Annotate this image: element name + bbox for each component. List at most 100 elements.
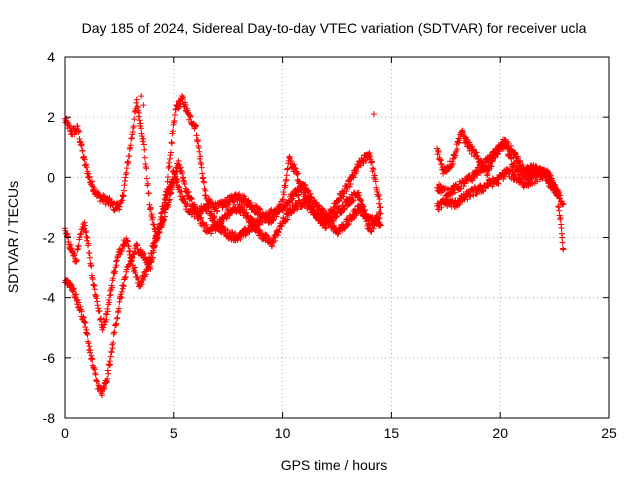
y-tick-label: -2 [43,230,56,246]
trace-c-point [290,193,297,200]
trace-a-point [130,123,137,130]
trace-a-point [136,109,143,116]
trace-a-point [294,171,301,178]
trace-a-point [128,135,135,142]
trace-a-point [89,178,96,185]
trace-f-point [489,183,496,190]
trace-b-point [89,276,96,283]
trace-c-point [149,254,156,261]
trace-c-point [302,181,309,188]
trace-c-point [101,385,108,392]
trace-e-point [451,189,458,196]
trace-c-point [377,222,384,229]
y-tick-label: 0 [47,169,55,185]
trace-b-point [75,243,82,250]
trace-a-point [120,192,127,199]
trace-b-point [103,316,110,323]
trace-a-point [146,201,153,208]
trace-d-point [463,136,470,143]
trace-c-point [328,218,335,225]
x-axis-label: GPS time / hours [281,457,388,473]
trace-b-point [125,243,132,250]
trace-a-point [91,184,98,191]
trace-b-point [258,230,265,237]
trace-b-point [110,275,117,282]
trace-c-point [113,320,120,327]
trace-b-point [185,188,192,195]
trace-c-point [75,299,82,306]
trace-c-point [158,213,165,220]
trace-a-point [214,207,221,214]
trace-e-point [496,148,503,155]
trace-d-point [560,201,567,208]
trace-a-point [148,211,155,218]
trace-b-point [134,274,141,281]
trace-c-point [165,186,172,193]
trace-e-point [479,159,486,166]
trace-b-point [181,180,188,187]
trace-b-point [272,237,279,244]
trace-f-point [552,183,559,190]
trace-a-point [286,154,293,161]
trace-b-point [248,215,255,222]
trace-a-point [129,129,136,136]
trace-c-point [156,221,163,228]
trace-b-point [67,241,74,248]
trace-c-point [118,294,125,301]
trace-c-point [184,201,191,208]
trace-c-point [359,204,366,211]
trace-f-point [438,204,445,211]
trace-f-point [546,175,553,182]
trace-c-point [85,340,92,347]
trace-c-point [358,203,365,210]
trace-a-point [239,192,246,199]
trace-b-point [282,217,289,224]
trace-a-point [346,183,353,190]
trace-c-point [89,356,96,363]
trace-a-point [133,96,140,103]
trace-c-point [127,257,134,264]
trace-c-point [104,375,111,382]
trace-a-point [128,135,135,142]
trace-a-point [126,153,133,160]
trace-f-point [456,201,463,208]
trace-c-point [360,207,367,214]
trace-c-point [147,265,154,272]
trace-a-point [198,164,205,171]
trace-c-point [78,308,85,315]
trace-a-point [85,170,92,177]
trace-c-point [126,261,133,268]
trace-b-point [103,311,110,318]
trace-a-point [177,100,184,107]
y-tick-label: 2 [47,109,55,125]
trace-a-point [106,196,113,203]
trace-a-point [172,105,179,112]
trace-a-point [83,161,90,168]
trace-a-point [292,164,299,171]
y-tick-label: 4 [47,49,55,65]
trace-b-point [377,210,384,217]
trace-e-point [560,246,567,253]
trace-e-point [519,161,526,168]
trace-b-point [138,281,145,288]
trace-c-point [158,209,165,216]
trace-c-point [157,210,164,217]
trace-b-point [109,284,116,291]
trace-d-point [454,146,461,153]
trace-b-point [91,286,98,293]
trace-c-point [178,188,185,195]
trace-a-point [142,163,149,170]
trace-a-point [83,164,90,171]
trace-c-point [161,199,168,206]
trace-c-point [335,230,342,237]
trace-b-point [121,242,128,249]
trace-a-point [375,192,382,199]
trace-a-point [257,206,264,213]
trace-d-point [435,147,442,154]
trace-b-point [86,254,93,261]
trace-c-point [122,274,129,281]
trace-c-point [92,371,99,378]
y-tick-label: -8 [43,410,56,426]
trace-a-point [166,163,173,170]
